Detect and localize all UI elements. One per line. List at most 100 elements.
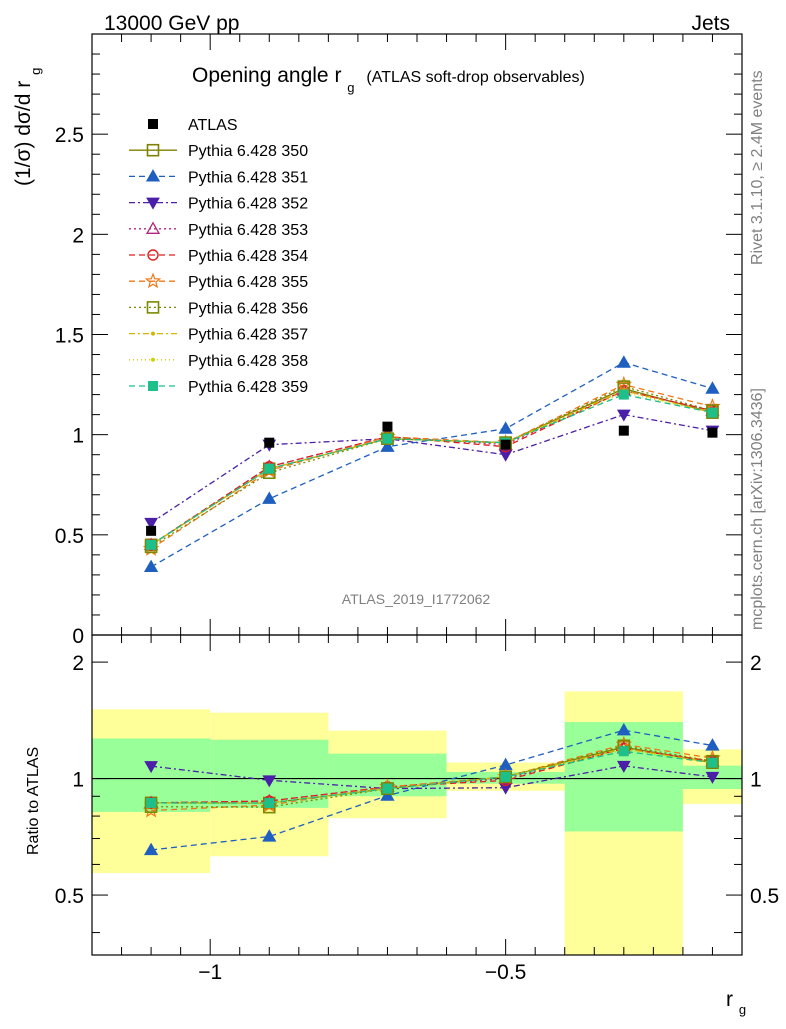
rivet-label-group: Rivet 3.1.10, ≥ 2.4M events xyxy=(749,70,766,265)
data-point xyxy=(264,437,275,448)
ratio-series-point xyxy=(616,760,631,773)
y-tick-label: 2 xyxy=(72,224,84,247)
series-point xyxy=(380,439,395,452)
ratio-series-point xyxy=(143,842,159,856)
ratio-series-point xyxy=(705,771,720,784)
data-point xyxy=(500,439,511,450)
chart-title: Opening angle r g (ATLAS soft-drop obser… xyxy=(192,64,585,97)
main-y-ticks: 0 0.5 1 1.5 2 2.5 xyxy=(55,53,742,648)
ratio-y-tick-label-right: 0.5 xyxy=(750,885,779,908)
ratio-series-point xyxy=(262,775,277,788)
ratio-series-point xyxy=(382,783,393,794)
legend-marker xyxy=(147,249,159,261)
chart-title-main: Opening angle r xyxy=(192,64,341,87)
series-point xyxy=(262,491,277,504)
legend-entry: Pythia 6.428 352 xyxy=(129,196,308,213)
legend-marker xyxy=(148,381,158,391)
series-6 xyxy=(142,375,721,556)
ratio-series-line xyxy=(151,729,713,851)
ratio-series-point xyxy=(707,757,718,768)
series-point xyxy=(616,355,631,368)
x-axis-label-main: r xyxy=(726,988,733,1011)
legend-marker xyxy=(148,119,158,129)
legend-label: Pythia 6.428 357 xyxy=(188,327,308,344)
series-10 xyxy=(146,389,718,550)
series-point xyxy=(382,433,393,444)
analysis-label: ATLAS_2019_I1772062 xyxy=(342,591,491,607)
series-7 xyxy=(144,380,719,554)
series-point xyxy=(616,409,631,422)
legend-label: Pythia 6.428 356 xyxy=(188,300,308,317)
legend-entry: Pythia 6.428 355 xyxy=(129,272,308,291)
legend-marker xyxy=(146,143,160,157)
y-tick-label: 1.5 xyxy=(55,325,84,348)
legend-marker xyxy=(151,357,155,362)
x-tick-label: −0.5 xyxy=(485,961,526,984)
legend-label: Pythia 6.428 358 xyxy=(188,353,308,370)
legend-entry: Pythia 6.428 357 xyxy=(129,327,308,344)
legend: ATLAS Pythia 6.428 350 Pythia 6.428 351 Pyt… xyxy=(129,117,308,396)
data-point xyxy=(146,525,157,536)
x-axis-label-sub: g xyxy=(739,1002,746,1017)
y-axis-label-group: (1/σ) dσ/d r g xyxy=(12,68,43,186)
legend-label: ATLAS xyxy=(188,117,238,134)
data-point xyxy=(618,425,629,436)
legend-entry: Pythia 6.428 356 xyxy=(129,300,308,317)
legend-entry: Pythia 6.428 354 xyxy=(129,248,308,265)
series-line xyxy=(150,391,713,546)
ratio-series-point xyxy=(146,797,157,808)
ratio-y-tick-label: 1 xyxy=(72,769,84,792)
y-axis-label-sub: g xyxy=(28,68,43,75)
y-tick-label: 2.5 xyxy=(55,124,84,147)
chart-title-extra: (ATLAS soft-drop observables) xyxy=(366,69,584,86)
legend-entry: Pythia 6.428 358 xyxy=(129,353,308,370)
series-point xyxy=(498,421,513,434)
series-line xyxy=(150,413,713,524)
y-axis-label: (1/σ) dσ/d r g xyxy=(12,68,43,186)
chart-title-sub: g xyxy=(347,80,354,95)
x-tick-label: −1 xyxy=(198,961,222,984)
series-point xyxy=(264,463,275,474)
ratio-panel: 0.5 0.5 1 1 2 2 −1 −0.5 xyxy=(55,34,779,984)
series-point xyxy=(146,539,157,550)
series-point xyxy=(144,517,158,530)
ratio-series-point xyxy=(262,829,277,842)
series-5 xyxy=(145,384,719,551)
legend-label: Pythia 6.428 353 xyxy=(188,222,308,239)
main-panel: 0 0.5 1 1.5 2 2.5 xyxy=(55,33,743,648)
ratio-series-point xyxy=(264,798,275,809)
series-point xyxy=(143,559,159,573)
ratio-y-ticks: 0.5 0.5 1 1 2 2 xyxy=(55,652,779,934)
series-point xyxy=(705,381,720,394)
legend-marker xyxy=(151,331,155,336)
legend-label: Pythia 6.428 351 xyxy=(188,169,308,186)
y-tick-label: 0 xyxy=(72,625,84,648)
rivet-label: Rivet 3.1.10, ≥ 2.4M events xyxy=(749,70,766,265)
data-point xyxy=(382,421,393,432)
data-points xyxy=(146,421,718,536)
ratio-y-tick-label-right: 2 xyxy=(750,652,762,675)
series-line xyxy=(150,361,713,568)
legend-entry: Pythia 6.428 359 xyxy=(129,379,308,396)
legend-label: Pythia 6.428 354 xyxy=(188,248,308,265)
ratio-y-tick-label: 0.5 xyxy=(55,885,84,908)
y-axis-label-main: (1/σ) dσ/d r xyxy=(12,81,35,186)
ratio-series-line xyxy=(151,749,713,804)
series-point xyxy=(707,407,718,418)
mcplots-label-group: mcplots.cern.ch [arXiv:1306.3436] xyxy=(749,388,766,630)
ratio-series-point xyxy=(618,746,629,757)
legend-marker xyxy=(145,169,161,182)
ratio-series-line xyxy=(151,743,713,812)
ratio-bands xyxy=(92,691,742,955)
process-label: Jets xyxy=(691,12,730,35)
legend-label: Pythia 6.428 352 xyxy=(188,196,308,213)
series-line xyxy=(150,389,713,546)
ratio-series-point xyxy=(500,771,511,782)
ratio-y-label-group: Ratio to ATLAS xyxy=(25,747,42,855)
series-point xyxy=(498,449,513,462)
x-ticks: −1 −0.5 xyxy=(91,34,743,984)
ratio-series-line xyxy=(151,765,713,790)
legend-label: Pythia 6.428 359 xyxy=(188,379,308,396)
series-4 xyxy=(143,383,720,550)
